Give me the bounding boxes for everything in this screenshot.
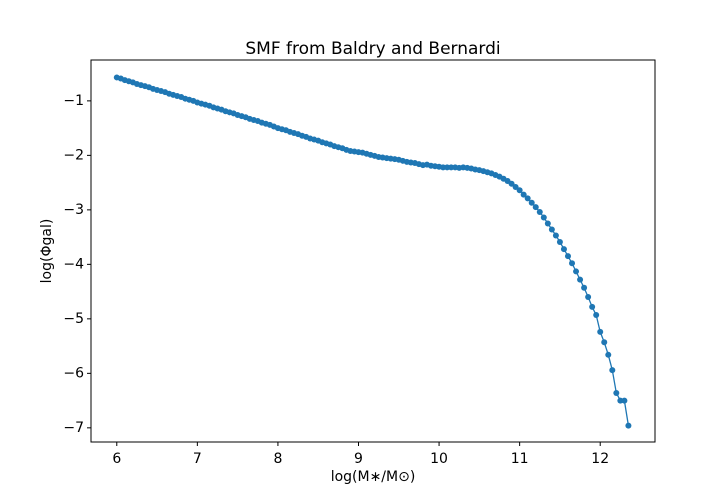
point (564, 253, 571, 260)
point (577, 276, 584, 283)
point (593, 312, 600, 319)
point (621, 397, 628, 404)
point (625, 422, 632, 429)
y-tick-label: −7 (63, 420, 84, 436)
point (560, 246, 567, 253)
point (544, 220, 551, 227)
y-tick-label: −3 (63, 202, 84, 218)
y-tick-label: −6 (63, 365, 84, 381)
point (573, 268, 580, 275)
point (540, 214, 547, 221)
point (569, 260, 576, 267)
y-tick-label: −5 (63, 311, 84, 327)
point (508, 180, 515, 187)
point (597, 328, 604, 335)
point (552, 232, 559, 239)
x-axis-label: log(M∗/M⊙) (331, 469, 416, 485)
point (520, 191, 527, 198)
point (556, 239, 563, 246)
y-tick-label: −1 (63, 93, 84, 109)
x-tick-label: 8 (273, 451, 282, 467)
point (609, 367, 616, 374)
x-tick-label: 6 (112, 451, 121, 467)
x-tick-label: 7 (193, 451, 202, 467)
point (532, 204, 539, 211)
point (528, 199, 535, 206)
series-line (116, 76, 630, 426)
point (536, 209, 543, 216)
point (581, 284, 588, 291)
y-axis-label: log(Φgal) (39, 219, 55, 284)
x-tick-label: 12 (591, 451, 609, 467)
point (613, 389, 620, 396)
point (605, 351, 612, 358)
chart-title: SMF from Baldry and Bernardi (245, 39, 500, 59)
x-tick-label: 11 (511, 451, 529, 467)
point (601, 339, 608, 346)
point (524, 195, 531, 202)
plot-frame (90, 59, 656, 443)
point (516, 187, 523, 194)
y-tick-label: −2 (63, 147, 84, 163)
y-tick-label: −4 (63, 256, 84, 272)
x-tick-label: 9 (354, 451, 363, 467)
point (589, 303, 596, 310)
x-tick-label: 10 (430, 451, 448, 467)
point (548, 226, 555, 233)
point (585, 294, 592, 301)
point (512, 183, 519, 190)
